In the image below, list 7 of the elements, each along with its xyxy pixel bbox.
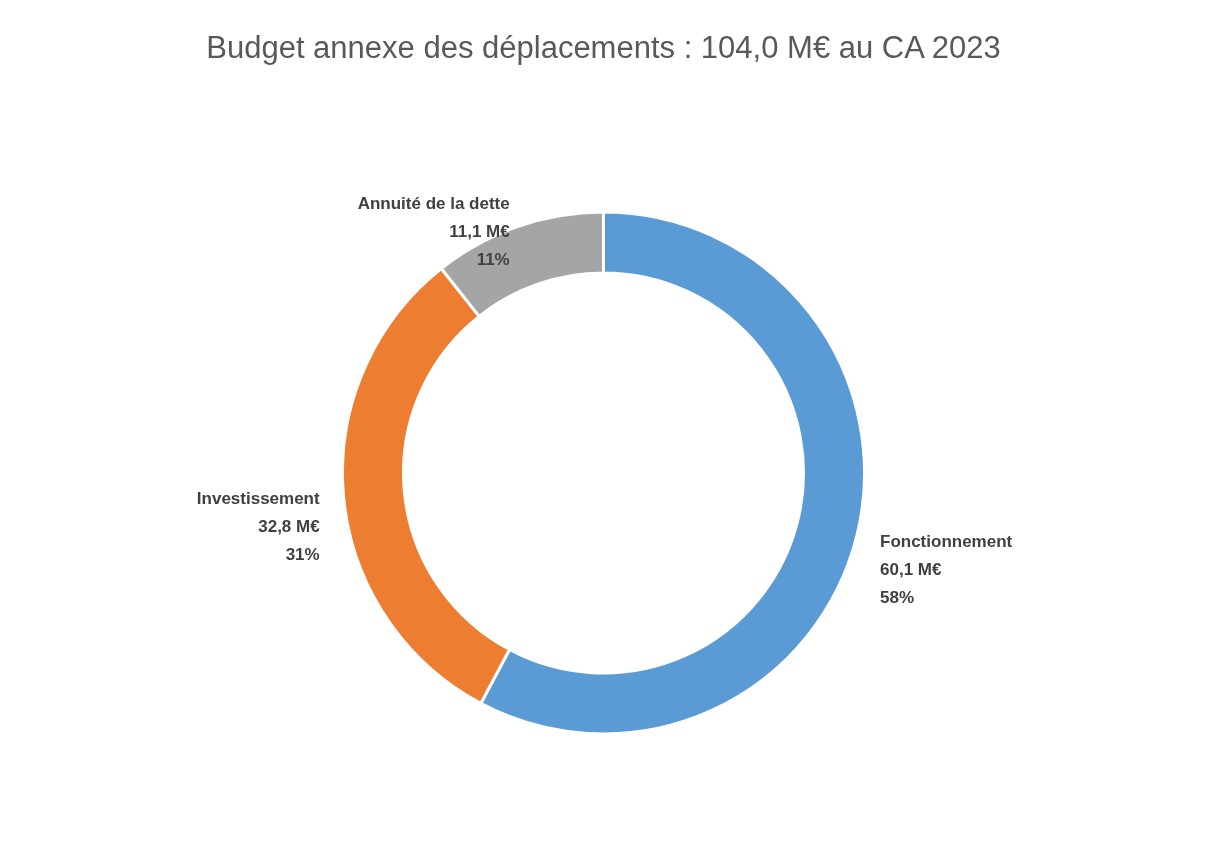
chart-title: Budget annexe des déplacements : 104,0 M€ au CA 2023 — [206, 30, 1001, 65]
data-label: 32,8 M€ 31% — [258, 516, 321, 564]
slice-label: Investissement — [196, 488, 320, 508]
data-label: 60,1 M€ 58% — [880, 560, 942, 608]
data-label: 11,1 M€ 11% — [449, 221, 511, 269]
slice-label: Annuité de la dette — [357, 193, 510, 213]
slice-label: Fonctionnement — [880, 532, 1013, 552]
